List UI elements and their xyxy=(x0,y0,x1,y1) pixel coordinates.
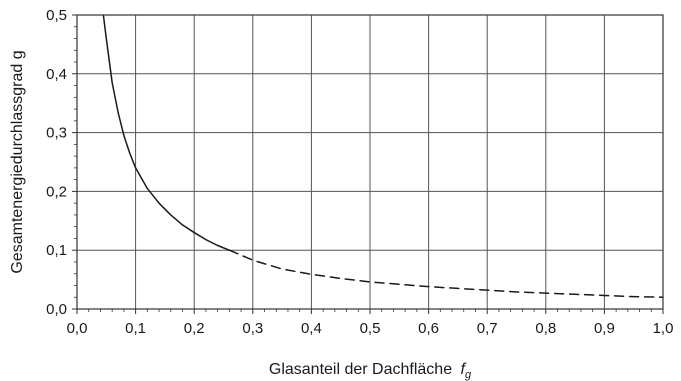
series-line-solid xyxy=(102,14,231,251)
y-tick-label: 0,4 xyxy=(46,66,67,83)
series-line-dashed xyxy=(228,249,664,298)
x-tick-label: 0,5 xyxy=(360,320,381,337)
x-tick-label: 0,1 xyxy=(125,320,146,337)
plot-frame xyxy=(76,14,664,310)
y-tick-label: 0,0 xyxy=(46,301,67,318)
x-tick-label: 0,3 xyxy=(242,320,263,337)
y-axis-title: Gesamtenergiedurchlassgrad g xyxy=(9,50,26,273)
y-tick-label: 0,2 xyxy=(46,183,67,200)
x-tick-labels: 0,0 0,1 0,2 0,3 0,4 0,5 0,6 0,7 0,8 0,9 1,0 xyxy=(67,320,674,337)
x-tick-label: 0,0 xyxy=(67,320,88,337)
x-tick-label: 0,6 xyxy=(418,320,439,337)
y-tick-label: 0,1 xyxy=(46,242,67,259)
x-axis-title: Glasanteil der Dachfläche fg xyxy=(269,361,472,381)
grid-lines xyxy=(77,15,663,309)
tick-marks xyxy=(72,14,664,314)
x-tick-label: 0,8 xyxy=(535,320,556,337)
x-axis-symbol: f xyxy=(461,361,467,378)
x-axis-subscript: g xyxy=(465,369,472,381)
x-axis-title-text: Glasanteil der Dachfläche xyxy=(269,361,452,378)
y-tick-label: 0,5 xyxy=(46,7,67,24)
x-tick-label: 1,0 xyxy=(653,320,674,337)
y-tick-label: 0,3 xyxy=(46,125,67,142)
y-tick-labels: 0,0 0,1 0,2 0,3 0,4 0,5 xyxy=(46,7,67,318)
x-tick-label: 0,7 xyxy=(477,320,498,337)
series-layer xyxy=(102,14,664,298)
x-tick-label: 0,9 xyxy=(594,320,615,337)
x-tick-label: 0,2 xyxy=(184,320,205,337)
x-tick-label: 0,4 xyxy=(301,320,322,337)
